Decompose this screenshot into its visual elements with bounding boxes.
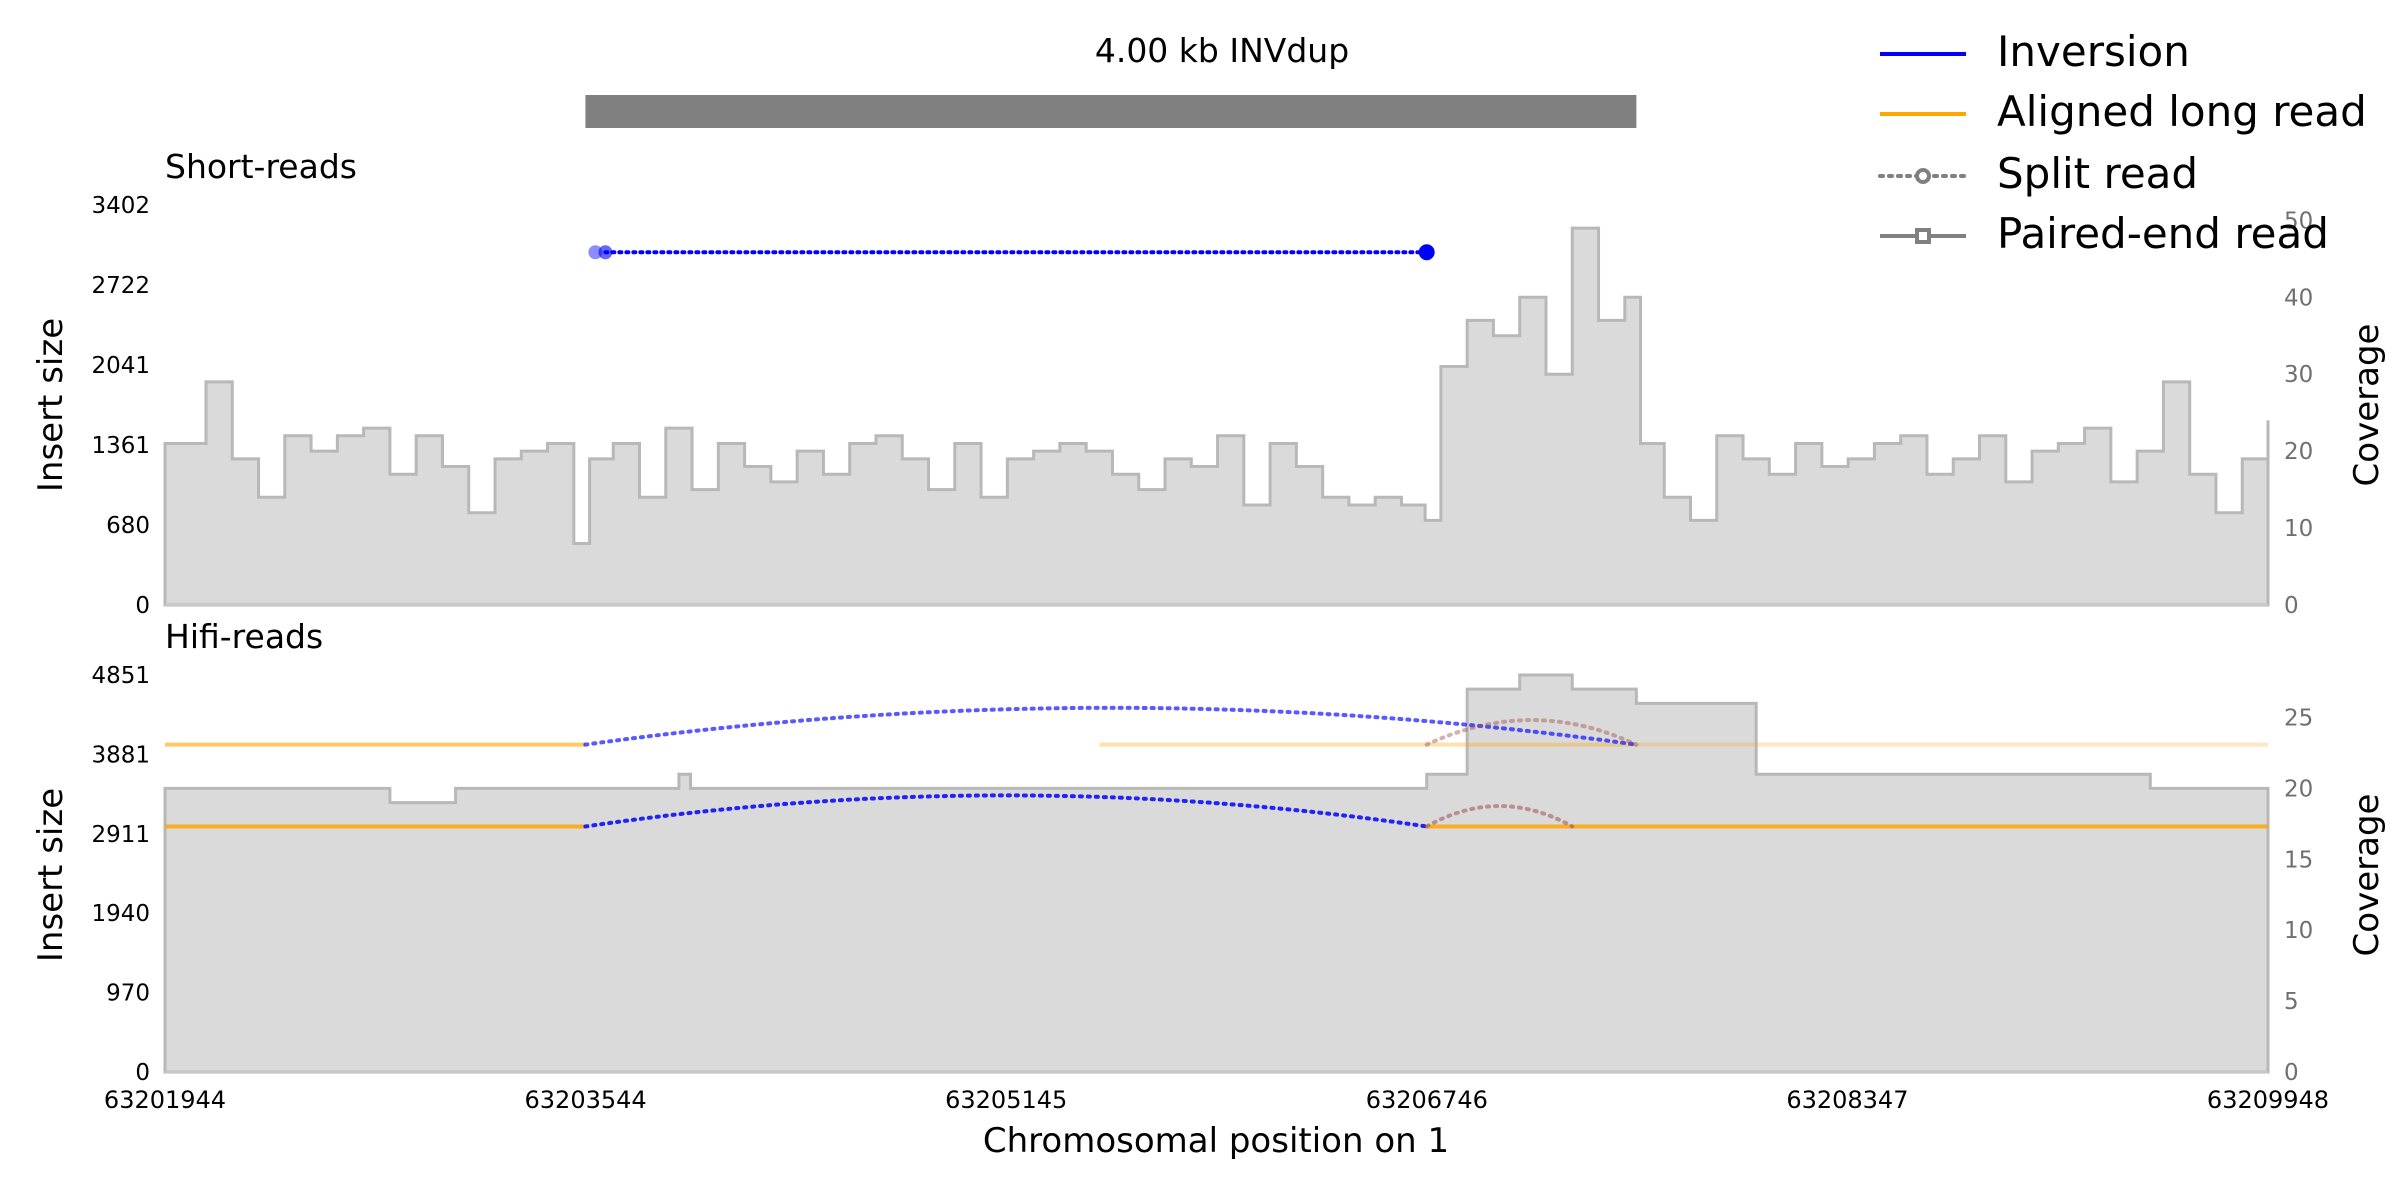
sv-label: 4.00 kb INVdup — [1095, 31, 1349, 70]
read-end-point — [1418, 244, 1435, 261]
panel-short-reads: Short-reads 3402 2722 2041 1361 680 0 50 40 30 2… — [31, 147, 2387, 619]
legend-item-split-read: Split read — [1878, 149, 2198, 198]
y2-tick-label: 0 — [2284, 1060, 2299, 1086]
legend-label: Aligned long read — [1997, 87, 2367, 136]
x-tick-label: 63208347 — [1786, 1086, 1908, 1114]
panel-title: Short-reads — [165, 147, 357, 186]
y2-tick-label: 40 — [2284, 285, 2313, 311]
y-tick-label: 3402 — [91, 193, 150, 219]
coverage-area — [163, 226, 2270, 607]
panel-title: Hifi-reads — [165, 617, 323, 656]
y2-tick-label: 0 — [2284, 593, 2299, 619]
y2-tick-label: 10 — [2284, 918, 2313, 944]
read-end-point — [588, 245, 603, 260]
x-tick-label: 63205145 — [945, 1086, 1067, 1114]
legend-label: Paired-end read — [1997, 209, 2329, 258]
y2-tick-label: 25 — [2284, 706, 2313, 732]
y-tick-label: 2722 — [91, 273, 150, 299]
y-tick-label: 0 — [135, 1060, 150, 1086]
x-axis-ticks: 63201944 63203544 63205145 63206746 63208347… — [104, 1086, 2329, 1114]
y2-tick-label: 10 — [2284, 516, 2313, 542]
y2-tick-label: 30 — [2284, 362, 2313, 388]
coverage-step-area — [163, 673, 2270, 1074]
split-read-arc — [583, 705, 1639, 747]
legend-item-aligned-long-read: Aligned long read — [1880, 87, 2367, 136]
y2-tick-label: 5 — [2284, 989, 2299, 1015]
x-tick-label: 63201944 — [104, 1086, 226, 1114]
y-tick-label: 680 — [106, 513, 150, 539]
read-end-point — [598, 245, 613, 260]
y2-tick-label: 15 — [2284, 847, 2313, 873]
x-tick-label: 63206746 — [1366, 1086, 1488, 1114]
x-axis-label: Chromosomal position on 1 — [983, 1121, 1449, 1161]
y2-tick-label: 20 — [2284, 776, 2313, 802]
y-axis-label: Insert size — [31, 788, 71, 962]
y-tick-label: 3881 — [91, 742, 150, 768]
split-read-arc — [583, 793, 1429, 829]
y2-axis-label: Coverage — [2347, 324, 2387, 487]
legend-item-paired-end-read: Paired-end read — [1880, 209, 2329, 258]
y-axis-label: Insert size — [31, 318, 71, 492]
y2-axis-label: Coverage — [2347, 794, 2387, 957]
y2-tick-label: 50 — [2284, 208, 2313, 234]
y-tick-label: 2911 — [91, 822, 150, 848]
sv-region-bar — [585, 95, 1637, 128]
legend-label: Split read — [1997, 149, 2198, 198]
panel-hifi-reads: Hifi-reads 4851 3881 2911 1940 970 0 25 20 15 10… — [31, 617, 2387, 1086]
y-tick-label: 2041 — [91, 353, 150, 379]
legend-label: Inversion — [1997, 27, 2190, 76]
y2-axis-ticks: 25 20 15 10 5 0 — [2284, 706, 2313, 1086]
y2-tick-label: 20 — [2284, 439, 2313, 465]
legend-marker-circle — [1915, 168, 1931, 184]
legend-item-inversion: Inversion — [1880, 27, 2190, 76]
reads-layer — [588, 244, 1435, 261]
y-tick-label: 970 — [106, 981, 150, 1007]
legend-marker-square — [1915, 228, 1931, 244]
coverage-area — [163, 673, 2270, 1074]
legend: Inversion Aligned long read Split read P… — [1878, 27, 2367, 258]
split-read-arc — [1424, 804, 1575, 829]
x-tick-label: 63203544 — [525, 1086, 647, 1114]
y-tick-label: 1940 — [91, 901, 150, 927]
reads-layer — [165, 705, 2268, 829]
y-axis-ticks: 3402 2722 2041 1361 680 0 — [91, 193, 150, 619]
y2-axis-ticks: 50 40 30 20 10 0 — [2284, 208, 2313, 619]
coverage-step-area — [163, 226, 2270, 607]
x-tick-label: 63209948 — [2207, 1086, 2329, 1114]
y-tick-label: 4851 — [91, 663, 150, 689]
split-read-arc — [1424, 718, 1639, 747]
y-tick-label: 1361 — [91, 433, 150, 459]
y-axis-ticks: 4851 3881 2911 1940 970 0 — [91, 663, 150, 1086]
y-tick-label: 0 — [135, 593, 150, 619]
